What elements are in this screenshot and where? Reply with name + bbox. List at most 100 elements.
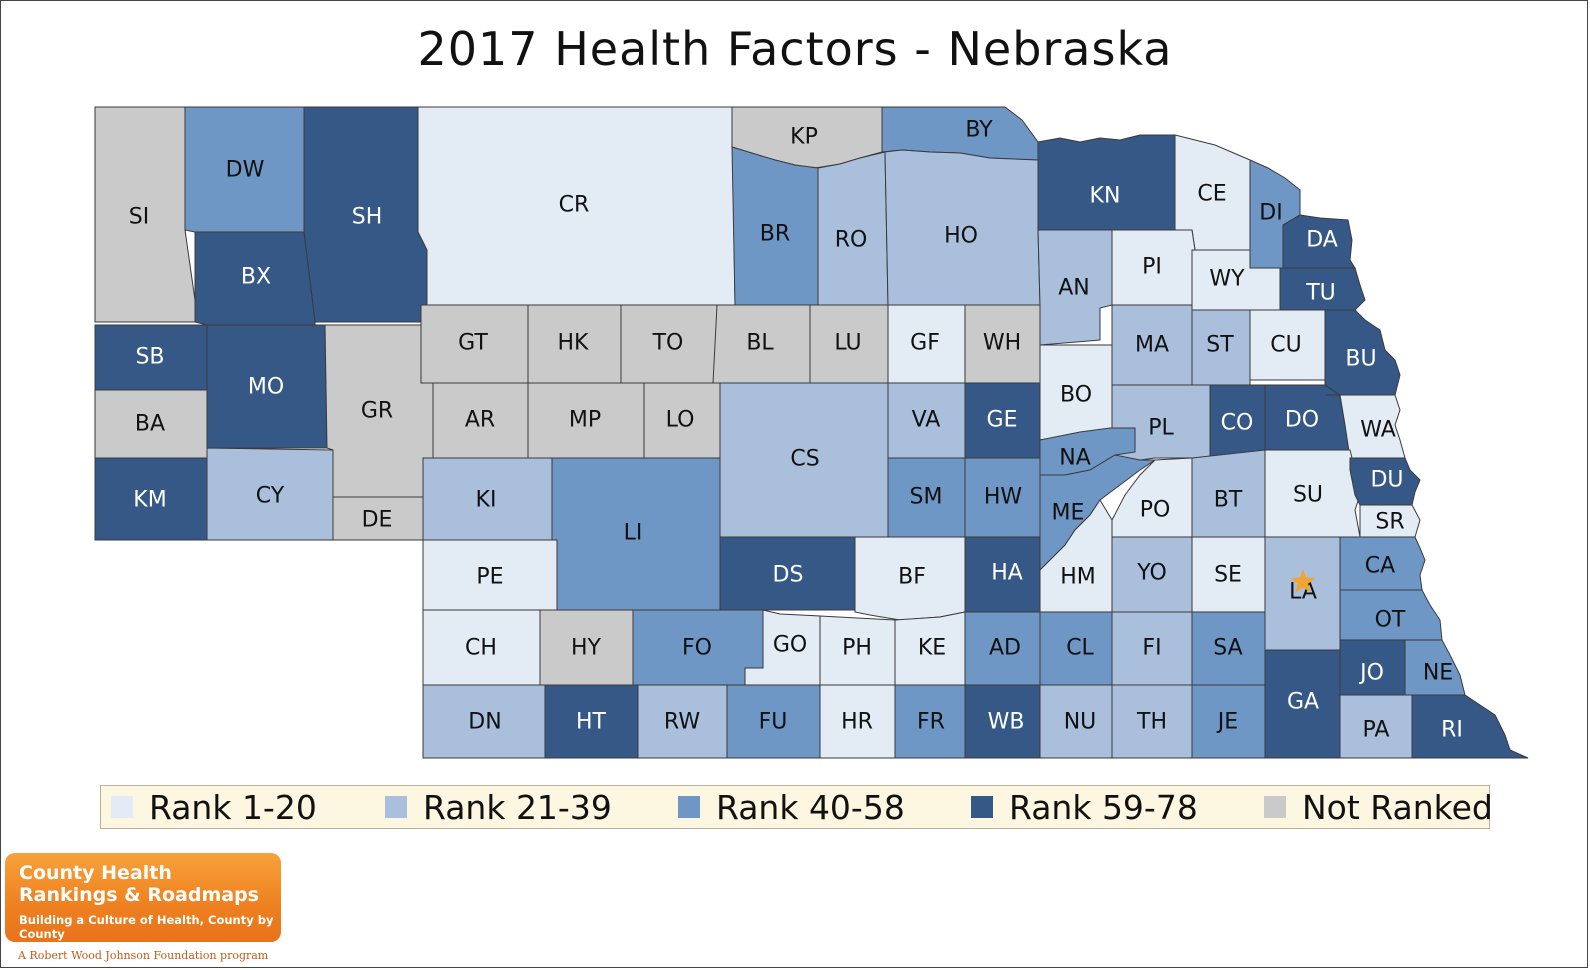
county-label-ro: RO bbox=[835, 228, 868, 253]
county-label-wb: WB bbox=[988, 710, 1025, 735]
county-label-km: KM bbox=[133, 488, 166, 513]
county-sr[interactable] bbox=[1359, 504, 1421, 538]
county-label-po: PO bbox=[1140, 498, 1171, 523]
county-label-bt: BT bbox=[1214, 488, 1243, 513]
county-label-ce: CE bbox=[1197, 182, 1226, 207]
county-label-fo: FO bbox=[682, 636, 712, 661]
map-legend: Rank 1-20 Rank 21-39 Rank 40-58 Rank 59-78 N… bbox=[100, 785, 1493, 829]
county-label-si: SI bbox=[129, 205, 149, 230]
county-label-me: ME bbox=[1052, 501, 1085, 526]
county-label-cl: CL bbox=[1066, 636, 1094, 661]
county-label-gt: GT bbox=[458, 331, 488, 356]
county-label-su: SU bbox=[1293, 483, 1323, 508]
county-label-fr: FR bbox=[917, 710, 945, 735]
county-label-bx: BX bbox=[241, 265, 271, 290]
county-label-sh: SH bbox=[352, 205, 383, 230]
county-label-fi: FI bbox=[1142, 636, 1161, 661]
county-label-lu: LU bbox=[834, 331, 861, 356]
county-label-kp: KP bbox=[790, 125, 818, 150]
county-label-do: DO bbox=[1285, 408, 1319, 433]
county-label-hm: HM bbox=[1060, 565, 1096, 590]
county-label-mo: MO bbox=[248, 375, 284, 400]
legend-item-rank-40-58: Rank 40-58 bbox=[678, 786, 905, 828]
county-label-co: CO bbox=[1221, 411, 1254, 436]
county-label-wa: WA bbox=[1360, 418, 1396, 443]
county-tu[interactable] bbox=[1279, 267, 1366, 311]
legend-label: Rank 59-78 bbox=[1009, 787, 1198, 827]
county-label-wy: WY bbox=[1209, 267, 1245, 292]
county-label-ad: AD bbox=[989, 636, 1021, 661]
logo-line-2: Rankings & Roadmaps bbox=[19, 884, 259, 906]
county-label-mp: MP bbox=[569, 408, 601, 433]
county-label-ca: CA bbox=[1365, 554, 1395, 579]
county-label-ge: GE bbox=[987, 408, 1018, 433]
county-label-di: DI bbox=[1259, 201, 1282, 226]
county-label-se: SE bbox=[1214, 563, 1242, 588]
county-label-cu: CU bbox=[1270, 333, 1301, 358]
county-label-hk: HK bbox=[558, 331, 590, 356]
county-label-bl: BL bbox=[746, 331, 774, 356]
legend-item-rank-21-39: Rank 21-39 bbox=[385, 786, 612, 828]
county-label-gf: GF bbox=[910, 331, 940, 356]
county-label-st: ST bbox=[1206, 333, 1234, 358]
county-label-lo: LO bbox=[666, 408, 695, 433]
county-label-ma: MA bbox=[1135, 333, 1169, 358]
county-label-bf: BF bbox=[898, 565, 926, 590]
county-label-pa: PA bbox=[1363, 718, 1390, 743]
county-label-pe: PE bbox=[476, 565, 503, 590]
county-label-ar: AR bbox=[465, 408, 495, 433]
county-label-bu: BU bbox=[1345, 347, 1376, 372]
county-label-tu: TU bbox=[1305, 281, 1336, 306]
county-label-ho: HO bbox=[944, 224, 978, 249]
legend-label: Rank 40-58 bbox=[716, 787, 905, 827]
county-label-yo: YO bbox=[1136, 561, 1167, 586]
county-label-dn: DN bbox=[468, 710, 501, 735]
county-label-cy: CY bbox=[256, 484, 285, 509]
county-label-pl: PL bbox=[1148, 416, 1174, 441]
county-label-sa: SA bbox=[1213, 636, 1242, 661]
county-label-gr: GR bbox=[361, 399, 393, 424]
county-ri[interactable] bbox=[1411, 694, 1529, 759]
county-label-sb: SB bbox=[135, 345, 164, 370]
county-kn[interactable] bbox=[1037, 134, 1176, 231]
county-label-ds: DS bbox=[773, 563, 804, 588]
county-label-rw: RW bbox=[664, 710, 700, 735]
logo-tagline: Building a Culture of Health, County by … bbox=[19, 913, 274, 941]
logo-subline: A Robert Wood Johnson Foundation program bbox=[18, 949, 269, 962]
county-label-hw: HW bbox=[984, 485, 1023, 510]
county-label-pi: PI bbox=[1142, 255, 1162, 280]
county-label-wh: WH bbox=[983, 331, 1021, 356]
county-label-li: LI bbox=[624, 521, 643, 546]
county-label-hr: HR bbox=[841, 710, 873, 735]
county-da[interactable] bbox=[1282, 214, 1356, 269]
county-du[interactable] bbox=[1349, 457, 1421, 506]
county-label-dw: DW bbox=[226, 158, 265, 183]
county-label-ht: HT bbox=[576, 710, 607, 735]
county-label-br: BR bbox=[760, 222, 790, 247]
legend-label: Rank 21-39 bbox=[423, 787, 612, 827]
county-label-ri: RI bbox=[1441, 718, 1463, 743]
county-label-bo: BO bbox=[1060, 383, 1092, 408]
county-label-na: NA bbox=[1059, 446, 1091, 471]
legend-label: Not Ranked bbox=[1302, 787, 1493, 827]
county-label-du: DU bbox=[1370, 468, 1403, 493]
legend-swatch bbox=[385, 796, 407, 818]
county-label-ch: CH bbox=[465, 636, 497, 661]
legend-swatch bbox=[971, 796, 993, 818]
county-label-de: DE bbox=[362, 508, 393, 533]
county-label-kn: KN bbox=[1090, 184, 1121, 209]
county-label-ke: KE bbox=[918, 636, 946, 661]
county-label-ha: HA bbox=[991, 561, 1023, 586]
county-label-go: GO bbox=[773, 633, 807, 658]
county-label-jo: JO bbox=[1358, 661, 1384, 686]
county-label-hy: HY bbox=[571, 636, 602, 661]
county-wa[interactable] bbox=[1325, 394, 1406, 459]
county-label-th: TH bbox=[1136, 710, 1167, 735]
legend-item-not-ranked: Not Ranked bbox=[1264, 786, 1493, 828]
legend-swatch bbox=[678, 796, 700, 818]
legend-item-rank-1-20: Rank 1-20 bbox=[111, 786, 317, 828]
county-je[interactable] bbox=[1191, 684, 1266, 759]
legend-label: Rank 1-20 bbox=[149, 787, 317, 827]
